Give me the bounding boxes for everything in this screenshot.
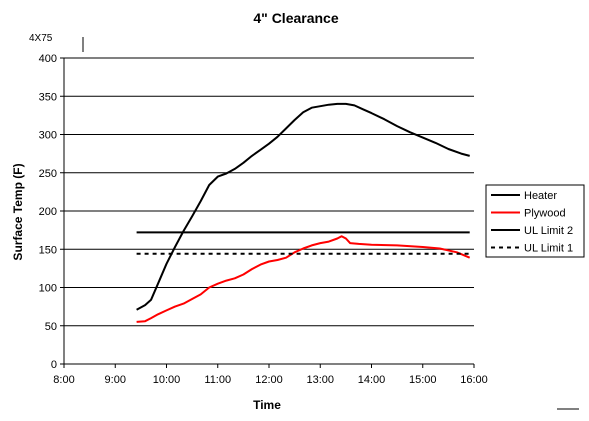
y-tick-label: 200 — [39, 206, 57, 218]
y-tick-label: 150 — [39, 244, 57, 256]
x-tick-label: 8:00 — [53, 374, 74, 386]
legend-box — [485, 184, 585, 258]
series-lines — [136, 102, 471, 323]
x-tick-label: 13:00 — [306, 374, 334, 386]
legend-label-ul-limit-1: UL Limit 1 — [524, 243, 573, 255]
x-tick-label: 11:00 — [204, 374, 231, 386]
y-tick-label: 50 — [45, 321, 57, 333]
y-tick-label: 0 — [51, 359, 57, 371]
legend-label-ul-limit-2: UL Limit 2 — [524, 225, 573, 237]
gridlines — [64, 57, 474, 327]
x-axis-label: Time — [253, 398, 281, 412]
series-line-plywood — [136, 235, 471, 323]
series-line-heater — [136, 102, 470, 311]
y-tick-label: 100 — [39, 283, 57, 295]
axes — [60, 57, 475, 368]
y-tick-label: 250 — [39, 168, 57, 180]
legend: Heater Plywood UL Limit 2 UL Limit 1 — [485, 184, 585, 258]
x-tick-labels: 8:00 9:00 10:00 11:00 12:00 13:00 14:00 15:00 16… — [53, 374, 487, 386]
legend-label-plywood: Plywood — [524, 208, 566, 220]
y-tick-labels: 0 50 100 150 200 250 300 350 400 — [39, 53, 57, 371]
x-tick-label: 16:00 — [460, 374, 488, 386]
y-tick-label: 300 — [39, 130, 57, 142]
x-tick-label: 12:00 — [255, 374, 283, 386]
x-tick-label: 10:00 — [153, 374, 181, 386]
y-tick-label: 400 — [39, 53, 57, 65]
x-tick-label: 15:00 — [409, 374, 437, 386]
corner-note: 4X75 — [29, 33, 53, 44]
legend-label-heater: Heater — [524, 190, 557, 202]
x-tick-label: 14:00 — [358, 374, 386, 386]
x-tick-label: 9:00 — [105, 374, 126, 386]
chart-title: 4" Clearance — [253, 10, 338, 26]
y-tick-label: 350 — [39, 91, 57, 103]
y-axis-label: Surface Temp (F) — [11, 163, 25, 260]
